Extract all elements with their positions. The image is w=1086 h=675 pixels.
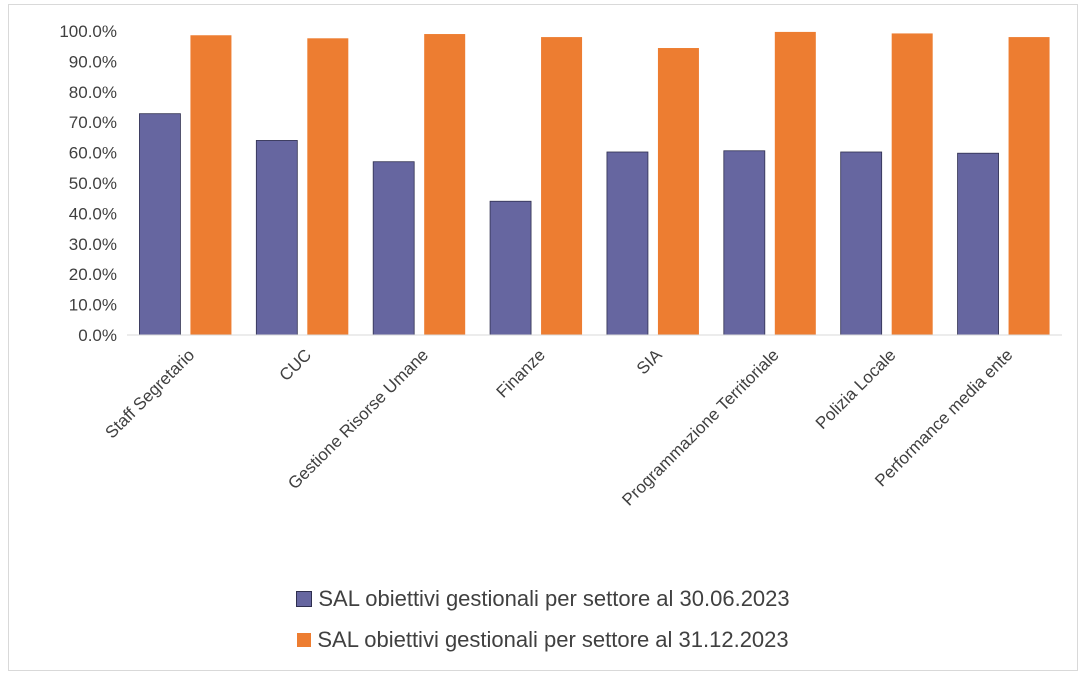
y-tick-label: 10.0% (69, 296, 117, 315)
y-axis: 0.0% 10.0% 20.0% 30.0% 40.0% 50.0% 60.0% 70.0% 8… (59, 22, 117, 345)
x-category-label: Finanze (493, 345, 549, 401)
legend-label-1: SAL obiettivi gestionali per settore al … (318, 586, 790, 611)
y-tick-label: 50.0% (69, 174, 117, 193)
legend-label-2: SAL obiettivi gestionali per settore al … (317, 627, 789, 652)
bar-jun-1 (139, 113, 181, 336)
bar-jun-2 (255, 140, 298, 336)
x-category-label: Gestione Risorse Umane (284, 345, 432, 493)
y-tick-label: 90.0% (69, 52, 117, 71)
bar-jun-4 (489, 200, 532, 336)
bar-jun-8 (957, 152, 999, 336)
bar-jun-5 (606, 151, 649, 336)
x-category-label: SIA (633, 345, 666, 378)
legend-swatch-2 (297, 633, 312, 647)
legend-entry-1: SAL obiettivi gestionali per settore al … (0, 586, 1086, 612)
legend-swatch-1 (296, 591, 313, 607)
y-tick-label: 40.0% (69, 204, 117, 223)
bar-dec-8 (1008, 37, 1050, 336)
bar-jun-6 (723, 150, 766, 336)
y-tick-label: 70.0% (69, 113, 117, 132)
x-category-label: Performance media ente (871, 345, 1016, 490)
bar-dec-4 (541, 37, 583, 336)
y-tick-label: 0.0% (78, 326, 117, 345)
bar-dec-6 (774, 31, 816, 336)
y-tick-label: 80.0% (69, 83, 117, 102)
legend-entry-2: SAL obiettivi gestionali per settore al … (0, 627, 1086, 653)
y-tick-label: 30.0% (69, 235, 117, 254)
bar-jun-7 (840, 151, 883, 336)
bar-dec-1 (190, 35, 232, 335)
bars-group (139, 31, 1050, 336)
x-category-label: Staff Segretario (102, 345, 199, 442)
x-category-label: Polizia Locale (812, 345, 900, 433)
bar-dec-5 (657, 48, 699, 336)
y-tick-label: 20.0% (69, 265, 117, 284)
bar-dec-3 (424, 34, 466, 335)
bar-dec-2 (307, 38, 349, 336)
y-tick-label: 60.0% (69, 144, 117, 163)
y-tick-label: 100.0% (59, 22, 117, 41)
x-category-label: CUC (276, 345, 315, 384)
bar-dec-7 (891, 33, 933, 335)
bar-jun-3 (372, 161, 415, 336)
